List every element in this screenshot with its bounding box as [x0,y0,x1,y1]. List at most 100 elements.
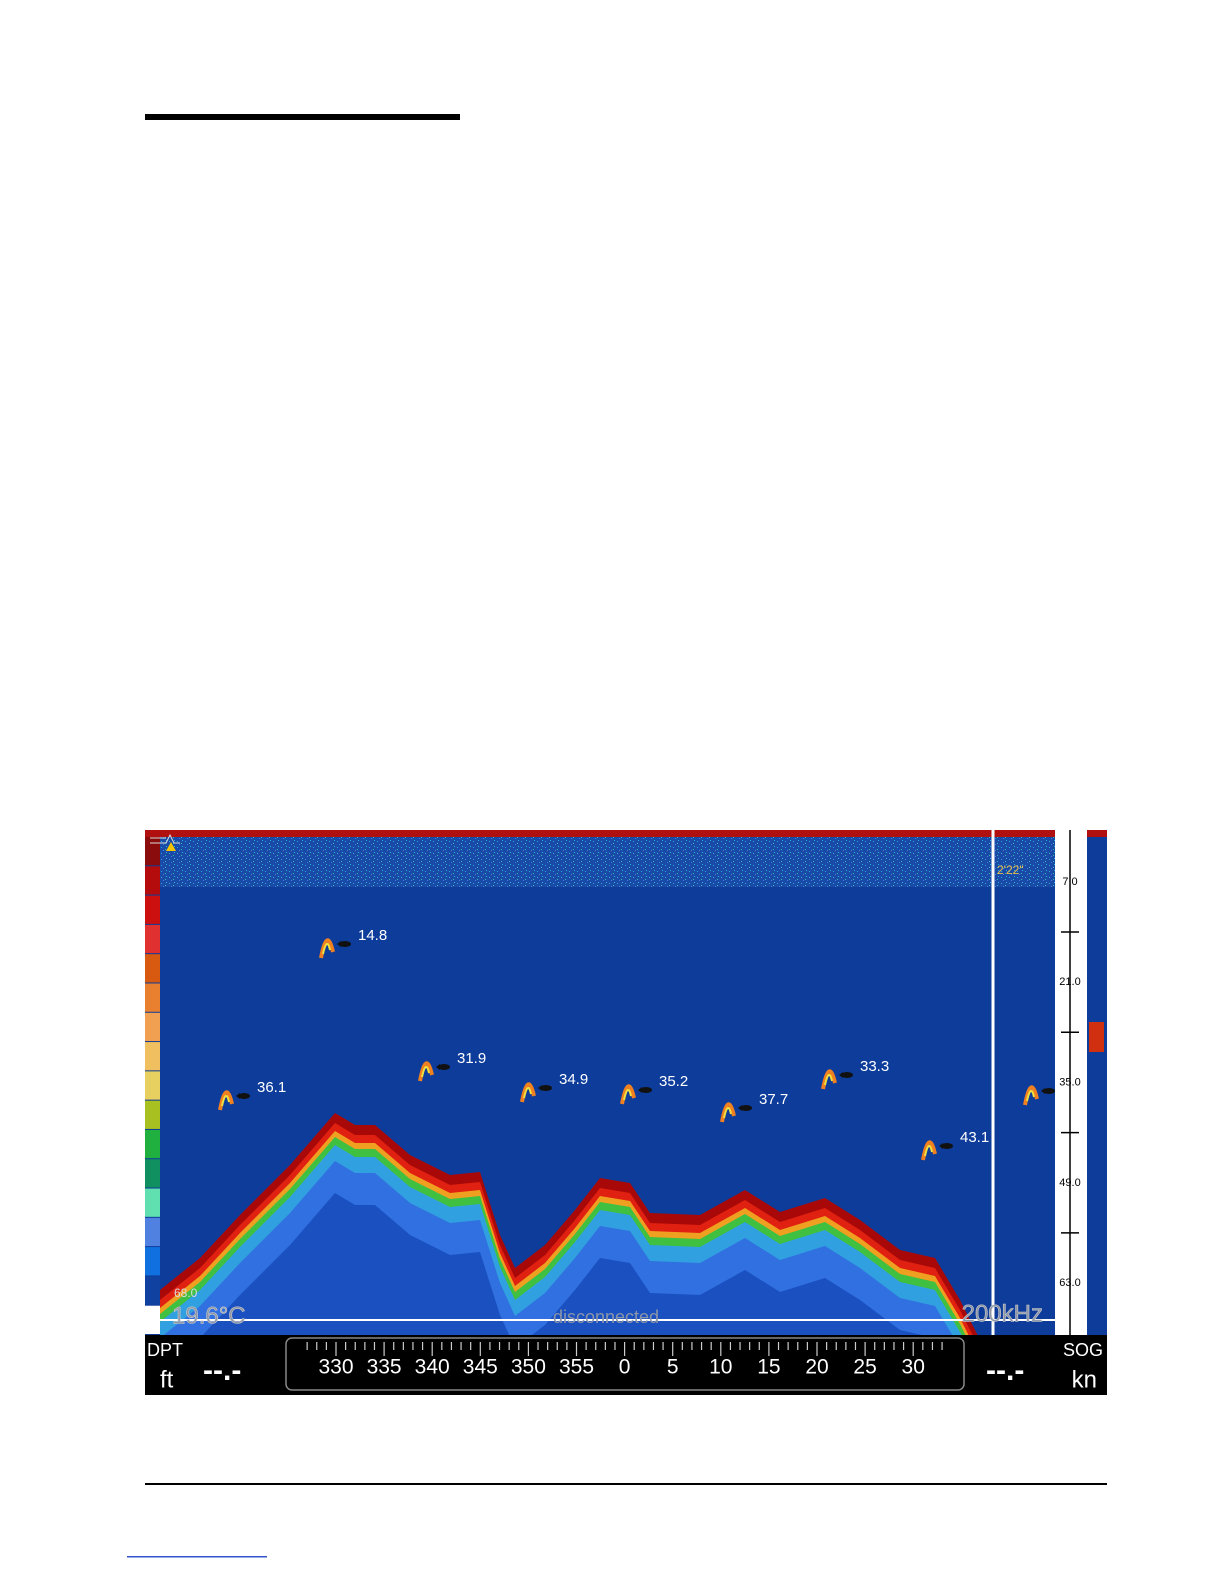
heading-scale: 330 335 340 345 350 355 0 5 10 15 20 25 30 [306,1342,943,1379]
fish-arch [620,1084,636,1105]
heading-box [285,1337,965,1391]
fish-arch [921,1140,937,1161]
color-swatch [145,895,160,924]
fish-depth: 14.8 [358,927,387,944]
warning-icon [166,842,176,851]
color-swatch [145,954,160,983]
heading-label: 30 [902,1356,925,1379]
fish-tail [236,1093,240,1099]
echo-layer [202,1193,922,1335]
fish-depth: 33.3 [860,1058,889,1075]
fish-arch-inner [1026,1090,1035,1102]
heading-label: 10 [709,1356,732,1379]
color-swatch [145,837,160,866]
color-swatch [145,1247,160,1276]
fish-arch-inner [221,1095,230,1107]
sonar-screenshot: 2'22" 68.0 19.6°C disconnected 200kHz DP… [145,830,1107,1395]
top-rule [145,114,460,120]
fish-arch-inner [523,1087,532,1099]
fish-arch [319,938,335,959]
heading-label: 335 [367,1356,402,1379]
color-swatch [145,1071,160,1100]
fish-arch [821,1069,837,1090]
fish-depth: 43.1 [960,1129,989,1146]
speed-value: --.- [986,1354,1024,1387]
fish-tail [337,941,341,947]
heading-label: 20 [805,1356,828,1379]
fish-symbol [740,1105,752,1111]
fish-arch [418,1061,434,1082]
color-swatch [145,1159,160,1188]
fish-symbol [640,1087,652,1093]
fish-arch-inner [322,943,331,955]
depth-tick-label: 21.0 [1059,976,1080,988]
depth-unit: ft [160,1366,174,1393]
fish-arch [720,1102,736,1123]
fish-arch-inner [421,1066,430,1078]
heading-label: 5 [667,1356,679,1379]
status-icons [150,833,180,844]
heading-label: 340 [415,1356,450,1379]
fish-arch-inner [723,1107,732,1119]
fish-symbol [540,1085,552,1091]
fish-depth: 31.9 [457,1050,486,1067]
heading-label: 350 [511,1356,546,1379]
speed-label: SOG [1063,1340,1103,1360]
color-swatch [145,1305,160,1334]
heading-label: 330 [318,1356,353,1379]
color-swatch [145,1100,160,1129]
status-text: disconnected [553,1307,659,1327]
fish-arch [218,1090,234,1111]
fish-depth: 34.9 [559,1071,588,1088]
heading-label: 355 [559,1356,594,1379]
color-scale [145,837,160,1334]
color-swatch [145,983,160,1012]
color-swatch [145,924,160,954]
fish-tail [436,1064,440,1070]
fish-depth: 35.2 [659,1073,688,1090]
fish-tail [1041,1088,1045,1094]
frequency: 200kHz [962,1300,1043,1327]
fish-arch [1023,1085,1039,1106]
fish-arch-inner [824,1074,833,1086]
seabed-echo [160,1113,978,1335]
speed-unit: kn [1072,1366,1097,1393]
link-underline [127,1556,267,1558]
side-echo [1089,1022,1104,1052]
color-swatch [145,1217,160,1247]
fish-symbol [238,1093,250,1099]
fish-depth: 37.7 [759,1091,788,1108]
heading-label: 25 [853,1356,876,1379]
depth-tick-label: 49.0 [1059,1177,1080,1189]
surface-noise [160,837,1055,887]
time-marker: 2'22" [997,863,1024,877]
depth-tick-label: 7.0 [1062,876,1077,888]
heading-label: 0 [619,1356,631,1379]
depth-tick-label: 35.0 [1059,1077,1080,1089]
color-swatch [145,1188,160,1217]
fish-arch-inner [623,1089,632,1101]
fish-symbol [1043,1088,1055,1094]
depth-tick-label: 63.0 [1059,1277,1080,1289]
fish-symbol [339,941,351,947]
fish-tail [638,1087,642,1093]
fish-tail [538,1085,542,1091]
fish-arch-inner [924,1145,933,1157]
fish-tail [939,1143,943,1149]
range-value: 68.0 [174,1286,198,1300]
fish-arch [520,1082,536,1103]
fish-depth: 36.1 [257,1079,286,1096]
heading-label: 15 [757,1356,780,1379]
bottom-rule [145,1483,1107,1485]
fish-tail [839,1072,843,1078]
color-swatch [145,1012,160,1042]
fish-symbol [941,1143,953,1149]
water-temperature: 19.6°C [172,1302,246,1329]
color-swatch [145,866,160,895]
surface-band [145,830,1107,837]
color-swatch [145,1129,160,1159]
color-swatch [145,1276,160,1305]
heading-label: 345 [463,1356,498,1379]
